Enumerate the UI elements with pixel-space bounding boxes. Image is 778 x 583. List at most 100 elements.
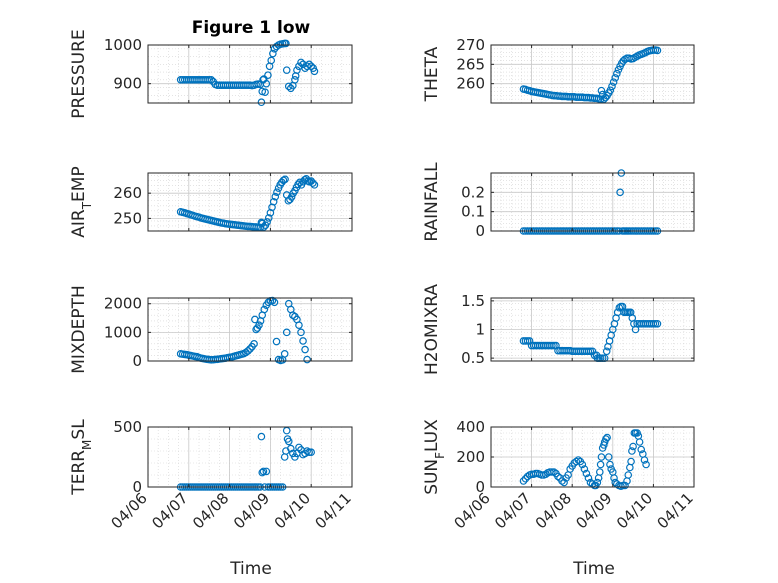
y-tick-label: 1000 <box>104 323 142 341</box>
data-point <box>303 355 311 364</box>
data-point <box>264 214 273 222</box>
data-point <box>604 453 613 461</box>
data-point <box>289 311 297 319</box>
data-point <box>642 460 650 469</box>
data-point <box>280 350 289 358</box>
data-point <box>271 192 280 201</box>
data-point <box>637 445 646 454</box>
data-point <box>269 197 278 206</box>
data-point <box>608 82 616 91</box>
data-point <box>272 337 281 346</box>
y-tick-label: 0 <box>132 478 142 496</box>
data-point <box>260 305 269 314</box>
axes-box <box>147 426 353 488</box>
data-point <box>521 474 530 483</box>
data-point <box>596 460 605 469</box>
data-point <box>270 45 279 53</box>
y-axis-label: PRESSURE <box>69 29 89 118</box>
data-point <box>268 296 277 305</box>
data-point <box>310 67 319 76</box>
axes-box <box>490 172 695 232</box>
data-point <box>611 74 620 82</box>
data-point <box>261 88 269 96</box>
data-point <box>653 46 662 55</box>
data-point <box>629 442 637 451</box>
x-tick-label: 04/09 <box>230 489 273 532</box>
y-axis-label: MIXDEPTH <box>69 285 89 374</box>
data-point <box>572 457 581 466</box>
data-point <box>244 347 252 355</box>
data-point <box>282 328 291 337</box>
data-point <box>525 337 534 345</box>
x-tick-label: 04/10 <box>613 489 656 532</box>
data-point <box>264 71 272 79</box>
data-point <box>610 474 618 482</box>
y-tick-label: 200 <box>456 448 485 466</box>
y-tick-label: 2000 <box>104 295 142 313</box>
data-point <box>282 39 290 48</box>
data-point <box>272 42 281 51</box>
x-axis-label-left: Time <box>229 559 272 579</box>
data-point <box>297 328 305 337</box>
x-tick-label: 04/06 <box>451 489 494 532</box>
data-point <box>628 447 636 455</box>
data-point <box>603 433 611 442</box>
data-point <box>281 175 289 184</box>
data-point <box>635 438 644 446</box>
data-point <box>255 321 263 330</box>
figure-title: Figure 1 low <box>192 18 311 38</box>
y-axis-label: TERRMSL <box>69 419 94 496</box>
x-tick-label: 04/07 <box>148 489 191 532</box>
data-point <box>588 347 597 356</box>
data-point <box>606 460 614 469</box>
x-tick-label: 04/11 <box>654 489 697 532</box>
y-tick-label: 400 <box>456 418 485 436</box>
data-point <box>653 319 662 328</box>
data-point <box>597 86 606 95</box>
axes-box <box>147 44 353 104</box>
data-point <box>560 478 568 487</box>
data-point <box>615 303 624 312</box>
data-point <box>621 481 629 490</box>
data-point <box>602 435 610 443</box>
y-tick-label: 0.2 <box>461 183 485 201</box>
data-point <box>297 58 305 67</box>
axes-background <box>491 173 694 231</box>
data-point <box>258 468 267 477</box>
y-tick-label: 0.1 <box>461 203 485 221</box>
subplot-air-temp: 250 260 AIRTEMP <box>69 166 353 238</box>
axes-background <box>148 45 352 103</box>
x-tick-label: 04/11 <box>312 489 355 532</box>
data-point <box>284 82 293 91</box>
axes-box <box>147 172 353 232</box>
data-point <box>262 79 271 88</box>
data-point <box>257 432 266 441</box>
data-point <box>310 181 319 189</box>
data-point <box>259 467 268 476</box>
y-tick-label: 0 <box>475 222 485 240</box>
x-tick-label: 04/07 <box>491 489 534 532</box>
y-axis-label: THETA <box>422 46 442 102</box>
y-tick-label: 1 <box>475 321 485 339</box>
y-tick-label: 265 <box>456 55 485 73</box>
data-point <box>580 465 589 473</box>
subplot-pressure: 900 1000 PRESSURE <box>69 29 353 119</box>
data-point <box>309 179 317 187</box>
y-tick-label: 500 <box>113 418 142 436</box>
data-point <box>295 443 303 452</box>
data-point <box>613 69 621 78</box>
axes-box <box>147 297 353 362</box>
data-point <box>627 457 635 466</box>
data-point <box>295 321 303 330</box>
y-tick-label: 270 <box>456 36 485 54</box>
data-point <box>279 176 288 185</box>
data-point <box>291 76 299 84</box>
data-point <box>596 468 604 476</box>
y-tick-label: 0.5 <box>461 349 485 367</box>
data-point <box>640 456 649 464</box>
data-point <box>550 468 558 476</box>
x-tick-label: 04/06 <box>108 489 151 532</box>
x-tick-label: 04/10 <box>271 489 314 532</box>
